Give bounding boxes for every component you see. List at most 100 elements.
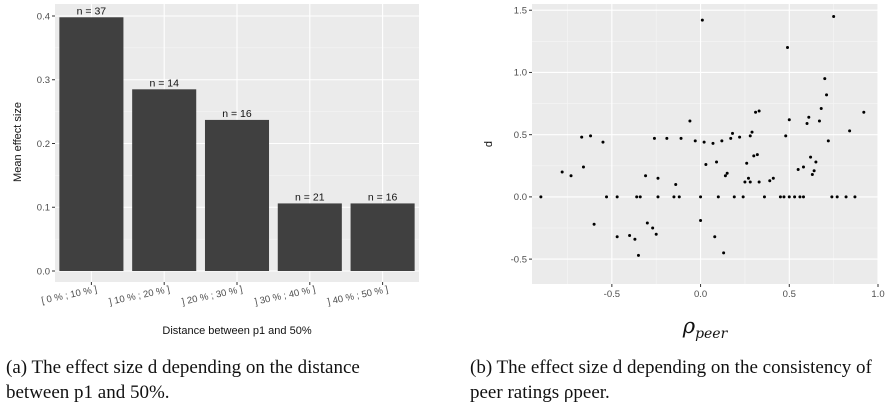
scatter-point xyxy=(656,176,660,180)
scatter-point xyxy=(832,14,836,18)
scatter-point xyxy=(601,140,605,144)
scatter-point xyxy=(812,169,816,173)
scatter-point xyxy=(757,180,761,184)
scatter-point xyxy=(628,233,632,237)
x-tick-label: 0.0 xyxy=(694,289,707,300)
scatter-point xyxy=(762,195,766,199)
scatter-point xyxy=(819,107,823,111)
scatter-point xyxy=(738,135,742,139)
x-axis-subscript: peer xyxy=(695,326,729,342)
scatter-point xyxy=(725,171,729,175)
scatter-point xyxy=(817,119,821,123)
bar-count-label: n = 16 xyxy=(222,108,252,120)
x-axis-title: Distance between p1 and 50% xyxy=(162,325,311,337)
bar xyxy=(132,89,197,271)
scatter-chart-d-vs-rho-peer: -0.5 0.0 0.5 1.0 1.5 -0.5 0.0 0.5 1.0 ρpeer d xyxy=(483,4,885,342)
x-tick-label: ] 10 % ; 20 % ] xyxy=(108,284,171,308)
scatter-point xyxy=(814,160,818,164)
scatter-point xyxy=(636,253,640,257)
scatter-point xyxy=(729,136,733,140)
scatter-point xyxy=(750,130,754,134)
x-tick-label: ] 30 % ; 40 % ] xyxy=(254,284,317,308)
scatter-point xyxy=(688,119,692,123)
scatter-point xyxy=(715,160,719,164)
scatter-point xyxy=(731,131,735,135)
scatter-point xyxy=(672,195,676,199)
scatter-point xyxy=(768,179,772,183)
scatter-point xyxy=(711,141,715,145)
scatter-point xyxy=(589,134,593,138)
scatter-point xyxy=(704,163,708,167)
y-tick-label: 0.2 xyxy=(37,139,50,150)
scatter-point xyxy=(743,180,747,184)
scatter-point xyxy=(746,176,750,180)
scatter-point xyxy=(778,195,782,199)
scatter-point xyxy=(615,235,619,239)
scatter-point xyxy=(580,135,584,139)
scatter-point xyxy=(801,195,805,199)
bar xyxy=(204,119,270,271)
x-tick-label: 1.0 xyxy=(871,289,884,300)
scatter-point xyxy=(848,129,852,133)
caption-a: (a) The effect size d depending on the d… xyxy=(6,357,360,403)
scatter-point xyxy=(796,168,800,172)
scatter-point xyxy=(793,195,797,199)
y-tick-label: 0.3 xyxy=(37,75,50,86)
scatter-point xyxy=(782,195,786,199)
scatter-point xyxy=(805,121,809,125)
scatter-point xyxy=(752,154,756,158)
y-tick-label: 0.5 xyxy=(514,130,527,141)
scatter-point xyxy=(654,232,658,236)
scatter-point xyxy=(810,172,814,176)
scatter-point xyxy=(853,195,857,199)
bar-count-label: n = 14 xyxy=(149,77,179,89)
y-axis-title: Mean effect size xyxy=(12,102,24,182)
scatter-point xyxy=(786,46,790,50)
scatter-point xyxy=(633,237,637,241)
scatter-point xyxy=(652,136,656,140)
scatter-point xyxy=(656,195,660,199)
scatter-point xyxy=(699,195,703,199)
scatter-point xyxy=(835,195,839,199)
scatter-point xyxy=(771,176,775,180)
scatter-point xyxy=(635,195,639,199)
x-tick-label: -0.5 xyxy=(604,289,620,300)
bar xyxy=(277,203,342,271)
scatter-point xyxy=(581,165,585,169)
scatter-point xyxy=(677,195,681,199)
scatter-point xyxy=(784,134,788,138)
y-tick-label: 0.0 xyxy=(37,266,50,277)
x-tick-label: [ 0 % ; 10 % ] xyxy=(40,284,98,307)
scatter-point xyxy=(830,195,834,199)
scatter-point xyxy=(748,180,752,184)
scatter-point xyxy=(592,222,596,226)
bar-count-label: n = 16 xyxy=(368,191,398,203)
scatter-point xyxy=(798,195,802,199)
scatter-point xyxy=(801,165,805,169)
y-tick-label: 1.5 xyxy=(514,6,527,17)
scatter-point xyxy=(644,174,648,178)
scatter-point xyxy=(679,136,683,140)
bar xyxy=(350,203,415,271)
scatter-point xyxy=(638,195,642,199)
scatter-point xyxy=(745,161,749,165)
x-axis-title: ρpeer xyxy=(682,314,729,342)
y-tick-label: -0.5 xyxy=(511,254,527,265)
scatter-point xyxy=(722,251,726,255)
scatter-point xyxy=(674,182,678,186)
y-tick-label: 1.0 xyxy=(514,68,527,79)
y-tick-label: 0.1 xyxy=(37,203,50,214)
scatter-point xyxy=(787,118,791,122)
scatter-point xyxy=(825,93,829,97)
scatter-point xyxy=(615,195,619,199)
scatter-point xyxy=(723,174,727,178)
scatter-point xyxy=(713,235,717,239)
bar-count-label: n = 37 xyxy=(77,5,107,17)
scatter-point xyxy=(720,139,724,143)
scatter-point xyxy=(645,221,649,225)
scatter-point xyxy=(754,110,758,114)
scatter-point xyxy=(741,195,745,199)
scatter-point xyxy=(605,195,609,199)
scatter-point xyxy=(569,174,573,178)
scatter-point xyxy=(702,140,706,144)
